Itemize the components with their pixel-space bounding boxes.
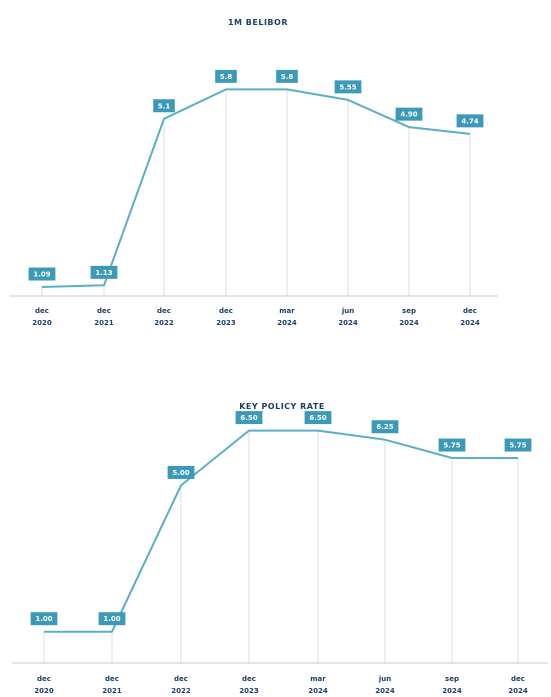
- x-tick-label: 2022: [171, 687, 191, 695]
- x-tick-label: dec: [463, 307, 477, 315]
- x-tick-label: 2020: [32, 319, 52, 327]
- series-line: [41, 88, 471, 288]
- data-label: 1.00: [35, 615, 52, 623]
- data-label-box: [28, 267, 56, 281]
- data-label: 5.55: [339, 83, 356, 91]
- x-tick-label: 2021: [94, 319, 114, 327]
- data-label: 5.75: [509, 442, 526, 450]
- data-label-box: [276, 69, 298, 83]
- x-tick-label: 2021: [102, 687, 122, 695]
- x-tick-label: dec: [242, 675, 256, 683]
- x-tick-label: 2024: [508, 687, 528, 695]
- data-label-box: [395, 107, 423, 121]
- x-tick-label: sep: [402, 307, 416, 315]
- series-line: [44, 429, 518, 633]
- data-label: 6.50: [309, 414, 326, 422]
- x-tick-label: 2020: [34, 687, 54, 695]
- data-label: 1.00: [103, 615, 120, 623]
- x-tick-label: 2023: [216, 319, 236, 327]
- data-label-box: [215, 69, 237, 83]
- x-tick-label: dec: [105, 675, 119, 683]
- x-tick-label: dec: [157, 307, 171, 315]
- x-tick-label: mar: [279, 307, 295, 315]
- data-label-box: [235, 411, 263, 425]
- data-label-box: [504, 438, 532, 452]
- x-tick-label: dec: [174, 675, 188, 683]
- x-tick-label: 2024: [442, 687, 462, 695]
- x-tick-label: dec: [37, 675, 51, 683]
- x-tick-label: jun: [341, 307, 354, 315]
- data-label-box: [167, 465, 195, 479]
- chart-title: KEY POLICY RATE: [239, 402, 325, 411]
- x-tick-label: dec: [35, 307, 49, 315]
- data-label-box: [438, 438, 466, 452]
- x-tick-label: sep: [445, 675, 459, 683]
- data-label: 5.00: [172, 469, 189, 477]
- chart-title: 1M BELIBOR: [228, 18, 288, 27]
- x-tick-label: 2024: [399, 319, 419, 327]
- x-tick-label: 2022: [154, 319, 174, 327]
- x-tick-label: 2024: [277, 319, 297, 327]
- data-label: 1.13: [95, 269, 112, 277]
- data-label: 6.25: [376, 423, 393, 431]
- data-label-box: [456, 114, 484, 128]
- data-label: 5.8: [220, 73, 233, 81]
- x-tick-label: jun: [378, 675, 391, 683]
- belibor-chart: 1M BELIBOR 1.09 1.13 5.1 5.8 5.8 5.55 4.90 4.74…: [10, 18, 498, 327]
- x-tick-label: 2023: [239, 687, 259, 695]
- data-label: 4.90: [400, 111, 417, 119]
- data-label-box: [98, 612, 126, 626]
- data-label-box: [153, 99, 175, 113]
- data-label-box: [30, 612, 58, 626]
- data-label: 5.8: [281, 73, 294, 81]
- data-label-box: [304, 411, 332, 425]
- data-label-box: [371, 420, 399, 434]
- data-label: 5.75: [443, 442, 460, 450]
- data-label: 5.1: [158, 102, 171, 110]
- data-label-box: [90, 265, 118, 279]
- data-label: 4.74: [461, 117, 478, 125]
- data-label-box: [334, 80, 362, 94]
- x-tick-label: dec: [219, 307, 233, 315]
- x-tick-label: dec: [511, 675, 525, 683]
- x-tick-label: mar: [310, 675, 326, 683]
- x-tick-label: 2024: [375, 687, 395, 695]
- x-tick-label: 2024: [308, 687, 328, 695]
- data-label: 6.50: [240, 414, 257, 422]
- x-tick-label: 2024: [460, 319, 480, 327]
- x-tick-label: 2024: [338, 319, 358, 327]
- x-tick-label: dec: [97, 307, 111, 315]
- key-policy-rate-chart: KEY POLICY RATE 1.00 1.00 5.00 6.50 6.50 6.25…: [12, 402, 548, 695]
- data-label: 1.09: [33, 271, 50, 279]
